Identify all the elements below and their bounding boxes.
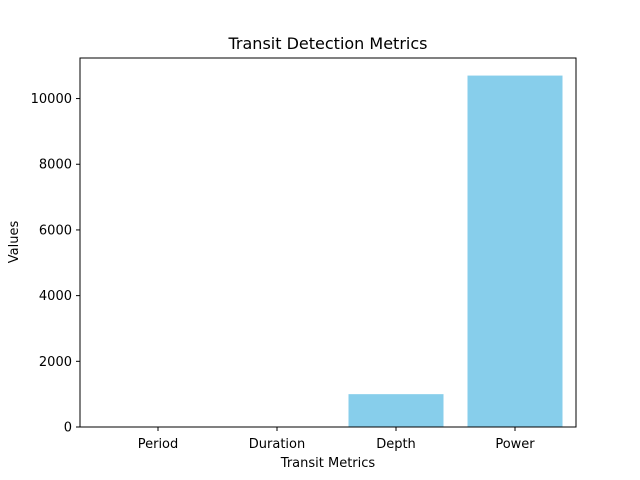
bars-group bbox=[110, 75, 563, 428]
x-tick-label: Period bbox=[138, 437, 179, 452]
x-axis-label: Transit Metrics bbox=[280, 456, 376, 471]
plot-frame bbox=[79, 57, 577, 428]
x-tick-label: Duration bbox=[249, 437, 305, 452]
y-tick-label: 4000 bbox=[39, 289, 72, 304]
x-axis-ticks: Period Duration Depth Power bbox=[138, 427, 535, 452]
x-tick-label: Power bbox=[495, 437, 535, 452]
x-tick-label: Depth bbox=[376, 437, 416, 452]
y-tick-label: 6000 bbox=[39, 223, 72, 238]
bar-depth bbox=[348, 394, 444, 427]
bar-power bbox=[467, 75, 563, 428]
y-tick-label: 2000 bbox=[39, 355, 72, 370]
y-axis-label: Values bbox=[7, 221, 22, 264]
y-tick-label: 10000 bbox=[31, 92, 72, 107]
y-axis-ticks: 0 2000 4000 6000 8000 10000 bbox=[31, 92, 80, 436]
y-tick-label: 8000 bbox=[39, 158, 72, 173]
chart-title: Transit Detection Metrics bbox=[228, 34, 428, 53]
y-tick-label: 0 bbox=[64, 421, 72, 436]
